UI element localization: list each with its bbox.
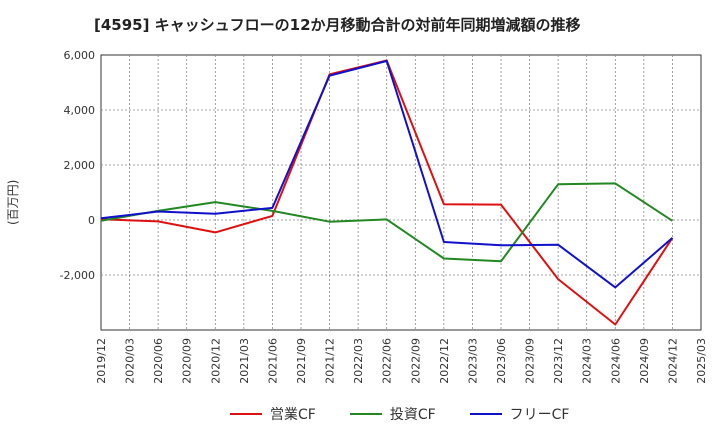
y-tick-label: -2,000 [60,269,95,282]
x-tick-label: 2020/09 [181,338,194,384]
series-line [100,182,673,263]
legend: 営業CF 投資CF フリーCF [230,404,569,424]
legend-swatch [469,413,502,415]
x-tick-label: 2021/06 [266,338,279,384]
x-tick-label: 2023/09 [524,338,537,384]
y-tick-label: 2,000 [64,159,96,172]
legend-swatch [230,413,262,415]
legend-label: フリーCF [509,407,570,423]
x-tick-label: 2020/03 [124,338,137,384]
y-tick-label: 0 [88,214,95,227]
x-tick-label: 2024/12 [666,338,679,384]
x-tick-label: 2021/09 [295,338,308,384]
legend-item: 投資CF [349,404,436,424]
y-tick-label: 6,000 [64,49,96,62]
y-tick-label: 4,000 [64,104,96,117]
x-tick-label: 2020/12 [209,338,222,384]
legend-swatch [349,413,382,415]
x-tick-label: 2023/06 [495,338,508,384]
x-tick-label: 2022/06 [381,338,394,384]
x-tick-label: 2024/09 [638,338,651,384]
x-tick-label: 2021/12 [324,338,337,384]
x-tick-label: 2021/03 [238,338,251,384]
chart-title: [4595] キャッシュフローの12か月移動合計の対前年同期増減額の推移 [94,16,581,34]
x-tick-label: 2024/03 [581,338,594,384]
x-tick-label: 2025/03 [695,338,708,384]
x-tick-label: 2024/06 [609,338,622,384]
legend-item: 営業CF [230,404,316,424]
legend-label: 営業CF [270,407,316,423]
x-tick-label: 2020/06 [152,338,165,384]
x-tick-label: 2023/12 [552,338,565,384]
series-line [100,60,674,289]
x-tick-label: 2022/09 [409,338,422,384]
x-tick-label: 2023/03 [466,338,479,384]
x-tick-label: 2022/12 [438,338,451,384]
legend-label: 投資CF [389,407,436,423]
legend-item: フリーCF [469,404,570,424]
plot-frame [100,54,702,331]
x-tick-label: 2022/03 [352,338,365,384]
x-tick-label: 2019/12 [95,338,108,384]
